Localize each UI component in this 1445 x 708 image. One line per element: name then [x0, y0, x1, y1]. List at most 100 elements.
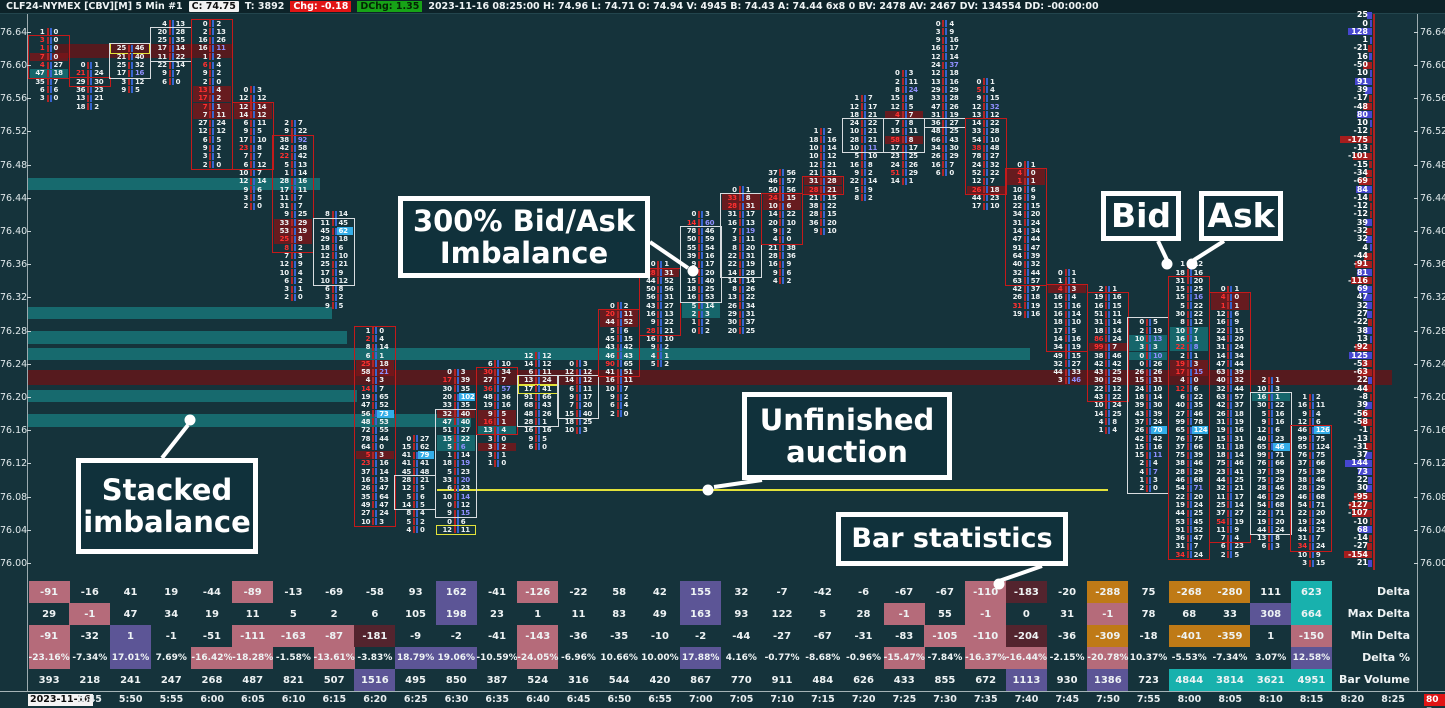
ask-volume: 1 [1275, 393, 1280, 401]
bid-ask-divider [1105, 318, 1111, 326]
bid-ask-divider [1186, 426, 1192, 434]
delta-profile-value: -56 [1353, 408, 1368, 418]
time-label[interactable]: 5:50 [118, 694, 143, 705]
date-label[interactable]: 2023-11-16 [28, 694, 93, 706]
price-tick [27, 397, 31, 398]
chart-right-border[interactable] [1417, 14, 1418, 691]
time-label[interactable]: 8:10 [1259, 694, 1283, 705]
price-label: 76.56 [0, 93, 28, 105]
bid-ask-divider [1023, 293, 1029, 301]
ask-volume: 6 [623, 326, 629, 335]
ask-volume: 8 [257, 144, 262, 152]
bid-ask-divider [290, 293, 296, 301]
ask-callout: Ask [1199, 191, 1283, 241]
bid-volume: 46 [1297, 492, 1307, 501]
footprint-cell: 37 27 [1211, 509, 1249, 517]
time-label[interactable]: 6:45 [566, 694, 591, 705]
bid-ask-divider [290, 235, 296, 243]
time-label[interactable]: 6:50 [607, 694, 632, 705]
ask-volume: 32 [134, 61, 145, 69]
bid-volume: 15 [401, 442, 411, 451]
chart-left-border[interactable] [27, 14, 28, 691]
bid-ask-divider [1023, 227, 1029, 235]
time-label[interactable]: 8:15 [1299, 694, 1324, 705]
bid-ask-divider [494, 459, 500, 467]
bid-ask-divider [1186, 310, 1192, 318]
bid-volume: 47 [1216, 359, 1226, 368]
ask-volume: 8 [338, 285, 344, 294]
bid-ask-divider [412, 476, 418, 484]
bid-volume: 56 [646, 293, 656, 302]
time-label[interactable]: 8:05 [1218, 694, 1242, 705]
ask-volume: 24 [1315, 517, 1325, 526]
delta-profile-value: -50 [1353, 60, 1368, 69]
time-label[interactable]: 6:35 [485, 694, 510, 705]
delta-profile-value: 10 [1356, 118, 1368, 128]
time-label[interactable]: 7:50 [1096, 694, 1120, 705]
time-label[interactable]: 6:40 [526, 694, 550, 705]
bid-ask-divider [1308, 451, 1314, 459]
bid-volume: 10 [1094, 401, 1104, 410]
time-label[interactable]: 8:00 [1177, 694, 1202, 705]
footprint-cell: 31 7 [1170, 542, 1208, 550]
time-label[interactable]: 7:30 [933, 694, 957, 705]
delta-profile-bar [1370, 518, 1372, 526]
time-label[interactable]: 7:55 [1136, 694, 1161, 705]
bid-volume: 12 [1297, 417, 1307, 426]
time-label[interactable]: 7:05 [729, 694, 754, 705]
ask-volume: 12 [1112, 384, 1122, 393]
ask-volume: 5 [501, 409, 506, 418]
time-label[interactable]: 6:25 [403, 694, 428, 705]
ask-volume: 0 [501, 434, 506, 443]
time-label[interactable]: 7:00 [688, 694, 713, 705]
bid-ask-divider [983, 119, 989, 127]
bid-volume: 16 [361, 476, 371, 484]
bid-ask-divider [942, 136, 948, 144]
time-label[interactable]: 7:45 [1055, 694, 1080, 705]
time-label[interactable]: 7:10 [770, 694, 795, 705]
bid-volume: 4 [1180, 376, 1185, 385]
time-label[interactable]: 6:30 [444, 694, 469, 705]
bid-ask-divider [372, 376, 378, 384]
time-label[interactable]: 5:45 [78, 694, 102, 705]
time-label[interactable]: 6:55 [648, 694, 672, 705]
time-label[interactable]: 7:20 [851, 694, 876, 705]
footprint-cell: 15 11 [885, 127, 923, 135]
time-label[interactable]: 8:20 [1340, 694, 1365, 705]
ask-volume: 5 [257, 127, 262, 136]
time-label[interactable]: 6:05 [241, 694, 265, 705]
time-label[interactable]: 7:35 [974, 694, 998, 705]
ask-volume: 25 [297, 210, 307, 219]
time-label[interactable]: 6:00 [200, 694, 224, 705]
bid-volume: 1 [854, 94, 859, 103]
time-label[interactable]: 7:25 [892, 694, 917, 705]
time-label[interactable]: 8:25 [1381, 694, 1405, 705]
bid-ask-divider [1186, 401, 1192, 409]
price-label: 76.44 [1420, 192, 1445, 204]
ask-volume: 1 [297, 285, 303, 294]
ask-volume: 70 [1150, 426, 1168, 435]
time-label[interactable]: 7:15 [811, 694, 835, 705]
price-label: 76.12 [1420, 458, 1445, 470]
time-label[interactable]: 5:55 [159, 694, 184, 705]
time-label[interactable]: 6:20 [363, 694, 387, 705]
bid-volume: 15 [890, 94, 900, 103]
bid-volume: 12 [238, 94, 249, 103]
bid-volume: 78 [971, 152, 982, 161]
time-label[interactable]: 6:15 [322, 694, 347, 705]
footprint-cell: 13 22 [722, 293, 760, 301]
bid-ask-divider [168, 20, 174, 28]
bid-ask-divider [1227, 459, 1233, 467]
bid-volume: 7 [569, 401, 574, 410]
bid-ask-divider [453, 376, 459, 384]
ask-volume: 29 [1275, 492, 1285, 501]
bid-ask-divider [1186, 542, 1192, 550]
footprint-cell: 58 21 [355, 368, 394, 377]
ask-volume: 14 [1234, 500, 1244, 509]
time-label[interactable]: 6:10 [281, 694, 306, 705]
footprint-cell: 29 29 [926, 86, 964, 94]
time-label[interactable]: 7:40 [1014, 694, 1039, 705]
